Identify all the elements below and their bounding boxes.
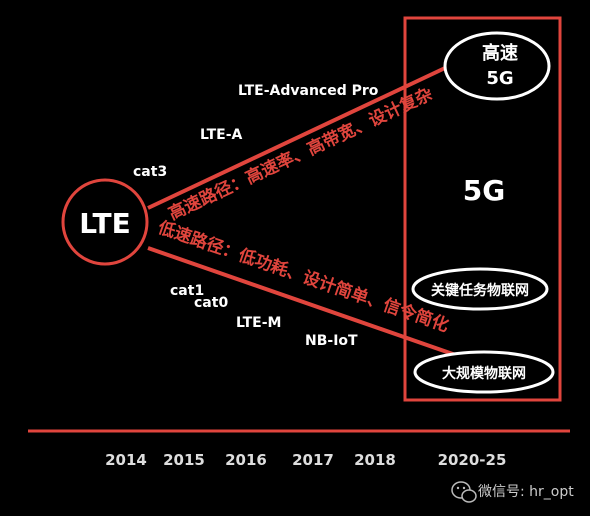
milestone-lte-a: LTE-A (200, 127, 243, 143)
5g-region-box (403, 16, 562, 402)
massive-iot-node (413, 350, 555, 394)
lte-label: LTE (79, 207, 130, 240)
massive-iot-label: 大规模物联网 (442, 365, 526, 382)
high-speed-path-label: 高速路径：高速率、高带宽、设计复杂 (165, 83, 436, 224)
lte-node (61, 178, 149, 266)
watermark-text: 微信号: hr_opt (478, 484, 574, 500)
milestone-cat0: cat0 (194, 295, 228, 311)
year-label: 2015 (163, 451, 205, 469)
milestone-cat1: cat1 (170, 283, 204, 299)
critical-iot-label: 关键任务物联网 (431, 282, 529, 299)
milestone-lte-m: LTE-M (236, 315, 281, 331)
year-label: 2020-25 (438, 451, 507, 469)
year-label: 2016 (225, 451, 267, 469)
high-speed-5g-node (443, 31, 551, 101)
5g-center-label: 5G (463, 174, 505, 207)
high-speed-5g-label-line2: 5G (486, 68, 513, 89)
milestone-nb-iot: NB-IoT (305, 333, 358, 349)
milestone-lte-advanced-pro: LTE-Advanced Pro (238, 83, 379, 99)
year-label: 2014 (105, 451, 147, 469)
milestone-cat3: cat3 (133, 164, 167, 180)
year-label: 2017 (292, 451, 334, 469)
low-speed-arrow (147, 246, 473, 363)
year-label: 2018 (354, 451, 396, 469)
critical-iot-node (411, 267, 549, 311)
low-speed-path-label: 低速路径：低功耗、设计简单、信令简化 (154, 217, 451, 337)
high-speed-5g-label-line1: 高速 (482, 42, 518, 64)
high-speed-arrow (147, 58, 465, 210)
wechat-icon (451, 481, 477, 503)
